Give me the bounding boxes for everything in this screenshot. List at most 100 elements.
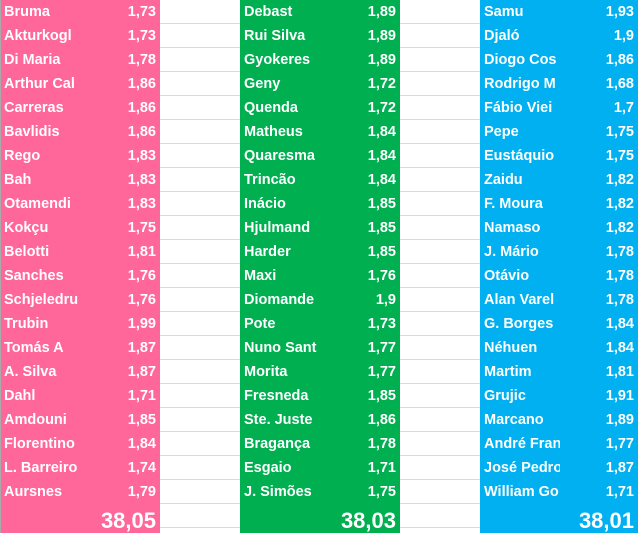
player-name-cell[interactable]: Rego [4,148,41,164]
height-value-cell[interactable]: 1,73 [127,4,156,20]
player-name-cell[interactable]: Néhuen [484,340,538,356]
player-name-cell[interactable]: J. Mário [484,244,539,260]
height-value-cell[interactable]: 1,82 [605,220,634,236]
table-row[interactable]: Marcano 1,89 [480,408,638,432]
player-name-cell[interactable]: Eustáquio [484,148,555,164]
height-value-cell[interactable]: 1,86 [127,124,156,140]
table-row[interactable]: Bruma 1,73 [0,0,160,24]
total-row[interactable]: 38,01 [480,504,638,533]
player-name-cell[interactable]: Amdouni [4,412,67,428]
height-value-cell[interactable]: 1,81 [605,364,634,380]
table-row[interactable]: Fábio Viei 1,7 [480,96,638,120]
height-value-cell[interactable]: 1,85 [367,196,396,212]
height-value-cell[interactable]: 1,84 [367,172,396,188]
height-value-cell[interactable]: 1,84 [367,148,396,164]
player-name-cell[interactable]: Rui Silva [244,28,306,44]
player-name-cell[interactable]: Maxi [244,268,277,284]
height-value-cell[interactable]: 1,99 [127,316,156,332]
player-name-cell[interactable]: Matheus [244,124,303,140]
height-value-cell[interactable]: 1,71 [127,388,156,404]
height-value-cell[interactable]: 1,93 [605,4,634,20]
player-name-cell[interactable]: Inácio [244,196,286,212]
height-value-cell[interactable]: 1,75 [367,484,396,500]
player-name-cell[interactable]: Otávio [484,268,530,284]
table-row[interactable]: Rui Silva 1,89 [240,24,400,48]
table-row[interactable]: Namaso 1,82 [480,216,638,240]
table-row[interactable]: Gyokeres 1,89 [240,48,400,72]
table-row[interactable]: Rego 1,83 [0,144,160,168]
height-value-cell[interactable]: 1,73 [127,28,156,44]
table-row[interactable]: William Go 1,71 [480,480,638,504]
total-row[interactable]: 38,03 [240,504,400,533]
player-name-cell[interactable]: Quenda [244,100,298,116]
height-value-cell[interactable]: 1,72 [367,100,396,116]
table-row[interactable]: Trubin 1,99 [0,312,160,336]
player-name-cell[interactable]: Arthur Cal [4,76,75,92]
height-value-cell[interactable]: 1,85 [367,220,396,236]
height-value-cell[interactable]: 1,7 [613,100,634,116]
table-row[interactable]: Bragança 1,78 [240,432,400,456]
player-name-cell[interactable]: G. Borges [484,316,554,332]
player-name-cell[interactable]: Otamendi [4,196,71,212]
table-row[interactable]: Akturkogl 1,73 [0,24,160,48]
table-row[interactable]: Otamendi 1,83 [0,192,160,216]
table-row[interactable]: Maxi 1,76 [240,264,400,288]
player-name-cell[interactable]: Bruma [4,4,50,20]
player-name-cell[interactable]: Bragança [244,436,311,452]
player-name-cell[interactable]: André Fran [484,436,560,452]
height-value-cell[interactable]: 1,71 [367,460,396,476]
player-name-cell[interactable]: Hjulmand [244,220,311,236]
height-value-cell[interactable]: 1,84 [605,340,634,356]
player-name-cell[interactable]: Grujic [484,388,526,404]
player-name-cell[interactable]: William Go [484,484,559,500]
height-value-cell[interactable]: 1,75 [127,220,156,236]
table-row[interactable]: Nuno Sant 1,77 [240,336,400,360]
player-name-cell[interactable]: Bah [4,172,32,188]
table-row[interactable]: Debast 1,89 [240,0,400,24]
height-value-cell[interactable]: 1,82 [605,196,634,212]
table-row[interactable]: Aursnes 1,79 [0,480,160,504]
table-row[interactable]: Florentino 1,84 [0,432,160,456]
table-row[interactable]: Quenda 1,72 [240,96,400,120]
table-row[interactable]: G. Borges 1,84 [480,312,638,336]
player-name-cell[interactable]: Pepe [484,124,519,140]
total-row[interactable]: 38,05 [0,504,160,533]
height-value-cell[interactable]: 1,83 [127,172,156,188]
height-value-cell[interactable]: 1,77 [605,436,634,452]
table-row[interactable]: Dahl 1,71 [0,384,160,408]
player-name-cell[interactable]: Fábio Viei [484,100,553,116]
player-name-cell[interactable]: Fresneda [244,388,309,404]
table-row[interactable]: Matheus 1,84 [240,120,400,144]
player-name-cell[interactable]: Bavlidis [4,124,60,140]
height-value-cell[interactable]: 1,83 [127,196,156,212]
table-row[interactable]: Inácio 1,85 [240,192,400,216]
table-row[interactable]: Arthur Cal 1,86 [0,72,160,96]
player-name-cell[interactable]: J. Simões [244,484,312,500]
height-value-cell[interactable]: 1,84 [127,436,156,452]
player-name-cell[interactable]: Gyokeres [244,52,311,68]
player-name-cell[interactable]: Florentino [4,436,75,452]
player-name-cell[interactable]: Marcano [484,412,544,428]
height-value-cell[interactable]: 1,78 [605,292,634,308]
table-row[interactable]: Pote 1,73 [240,312,400,336]
player-name-cell[interactable]: A. Silva [4,364,57,380]
table-row[interactable]: Diomande 1,9 [240,288,400,312]
table-row[interactable]: Bah 1,83 [0,168,160,192]
height-value-cell[interactable]: 1,76 [127,268,156,284]
player-name-cell[interactable]: Carreras [4,100,64,116]
player-name-cell[interactable]: Sanches [4,268,64,284]
height-value-cell[interactable]: 1,76 [127,292,156,308]
player-name-cell[interactable]: José Pedro [484,460,560,476]
table-row[interactable]: André Fran 1,77 [480,432,638,456]
table-row[interactable]: Rodrigo M 1,68 [480,72,638,96]
player-name-cell[interactable]: Akturkogl [4,28,72,44]
player-name-cell[interactable]: Trincão [244,172,296,188]
height-value-cell[interactable]: 1,86 [605,52,634,68]
table-row[interactable]: Belotti 1,81 [0,240,160,264]
table-row[interactable]: José Pedro 1,87 [480,456,638,480]
player-name-cell[interactable]: Debast [244,4,293,20]
player-name-cell[interactable]: Samu [484,4,524,20]
player-name-cell[interactable]: Kokçu [4,220,49,236]
table-row[interactable]: F. Moura 1,82 [480,192,638,216]
height-value-cell[interactable]: 1,89 [367,28,396,44]
